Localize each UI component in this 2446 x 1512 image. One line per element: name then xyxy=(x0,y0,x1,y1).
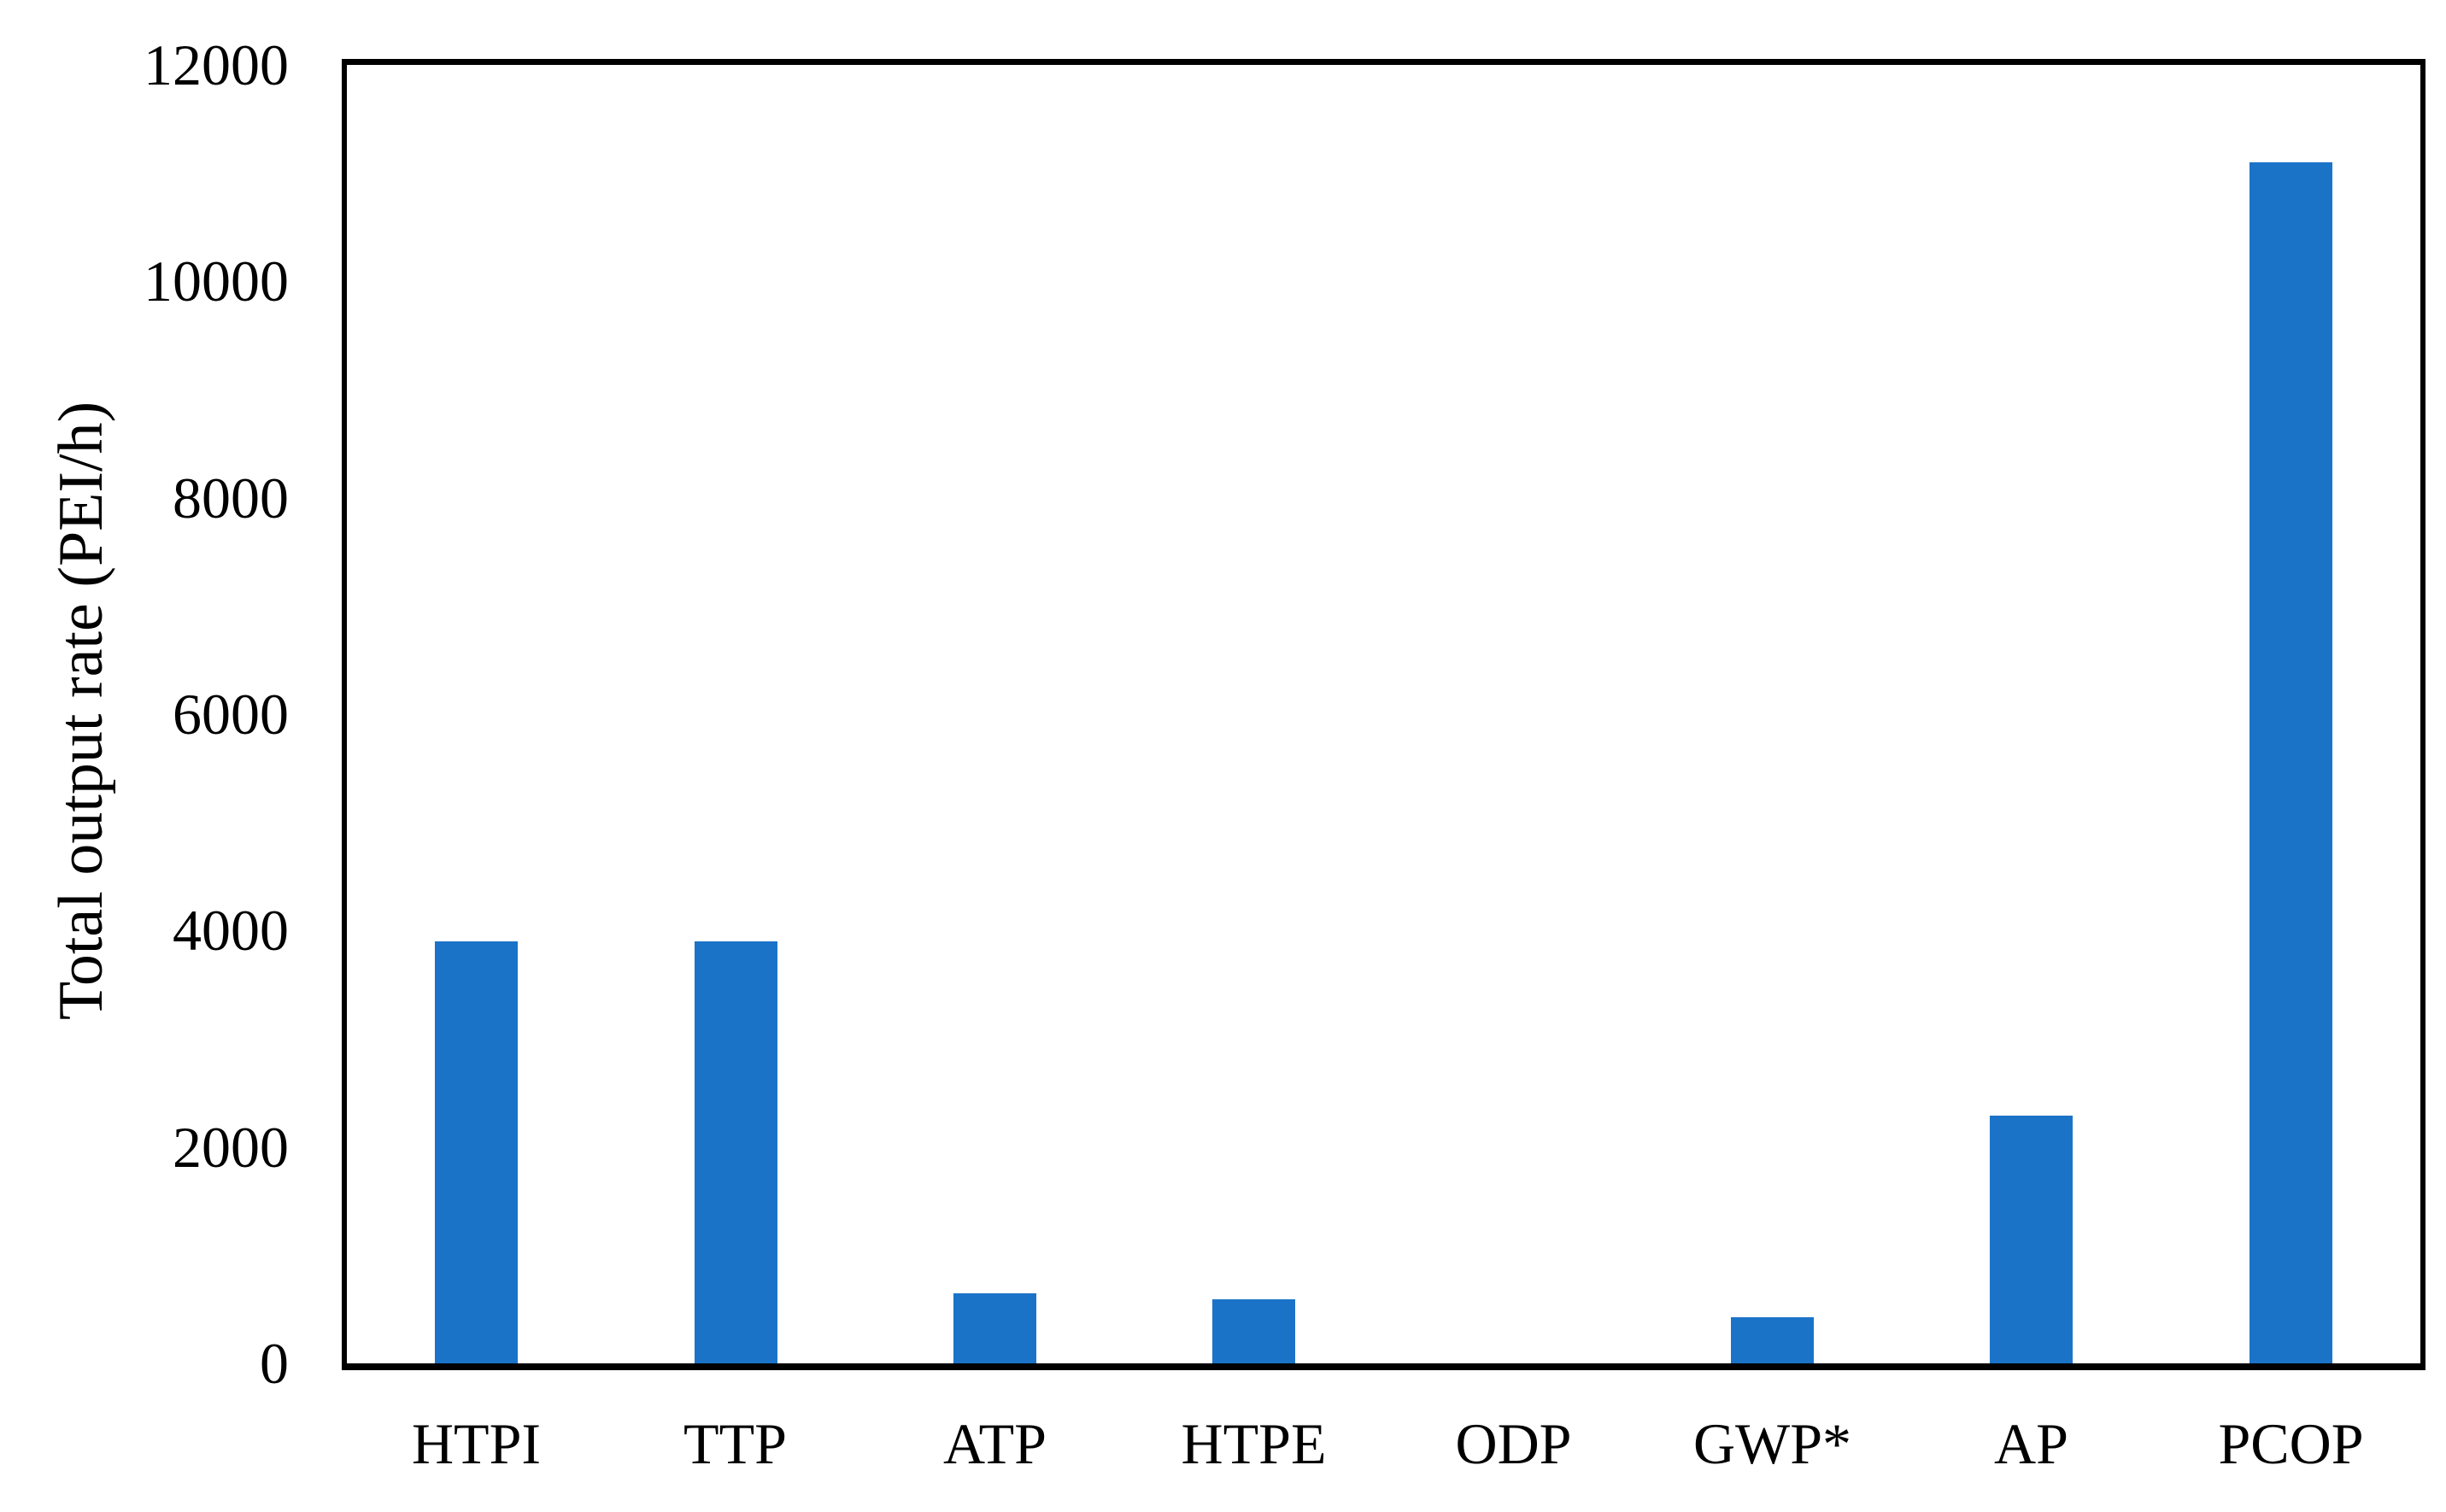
y-tick-label: 6000 xyxy=(173,682,289,747)
x-category-label: TTP xyxy=(683,1411,787,1476)
bar-HTPE xyxy=(1212,1299,1295,1363)
bar-HTPI xyxy=(435,941,518,1363)
bar-AP xyxy=(1990,1116,2073,1363)
x-category-label: ATP xyxy=(943,1411,1047,1476)
y-axis-title: Total output rate (PEI/h) xyxy=(46,401,116,1021)
y-tick-label: 10000 xyxy=(144,249,289,314)
y-tick-label: 2000 xyxy=(173,1115,289,1180)
x-category-label: AP xyxy=(1994,1411,2068,1476)
bar-ATP xyxy=(953,1293,1036,1363)
y-tick-label: 0 xyxy=(260,1331,289,1396)
x-category-label: PCOP xyxy=(2218,1411,2364,1476)
x-category-label: GWP* xyxy=(1692,1411,1852,1476)
x-category-label: HTPI xyxy=(411,1411,542,1476)
y-tick-label: 4000 xyxy=(173,898,289,963)
x-category-label: HTPE xyxy=(1181,1411,1327,1476)
plot-area xyxy=(342,59,2425,1370)
x-category-label: ODP xyxy=(1455,1411,1572,1476)
bar-PCOP xyxy=(2249,162,2332,1363)
bar-TTP xyxy=(695,941,777,1363)
y-tick-label: 8000 xyxy=(173,466,289,530)
y-tick-label: 12000 xyxy=(144,32,289,97)
bar-GWP* xyxy=(1731,1317,1814,1363)
